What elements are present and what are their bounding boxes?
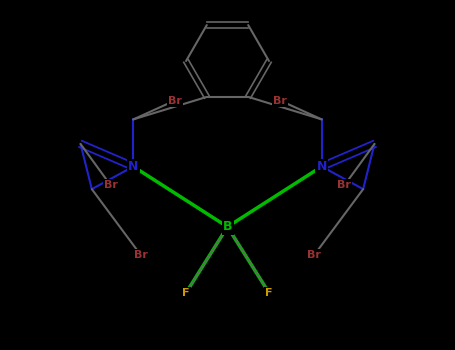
Text: Br: Br xyxy=(273,96,287,106)
Text: N: N xyxy=(128,160,138,173)
Text: F: F xyxy=(182,288,190,298)
Text: Br: Br xyxy=(307,250,321,260)
Text: B: B xyxy=(223,220,232,233)
Text: Br: Br xyxy=(338,180,351,190)
Text: N: N xyxy=(317,160,327,173)
Text: Br: Br xyxy=(104,180,117,190)
Text: Br: Br xyxy=(168,96,182,106)
Text: F: F xyxy=(265,288,273,298)
Text: Br: Br xyxy=(134,250,148,260)
